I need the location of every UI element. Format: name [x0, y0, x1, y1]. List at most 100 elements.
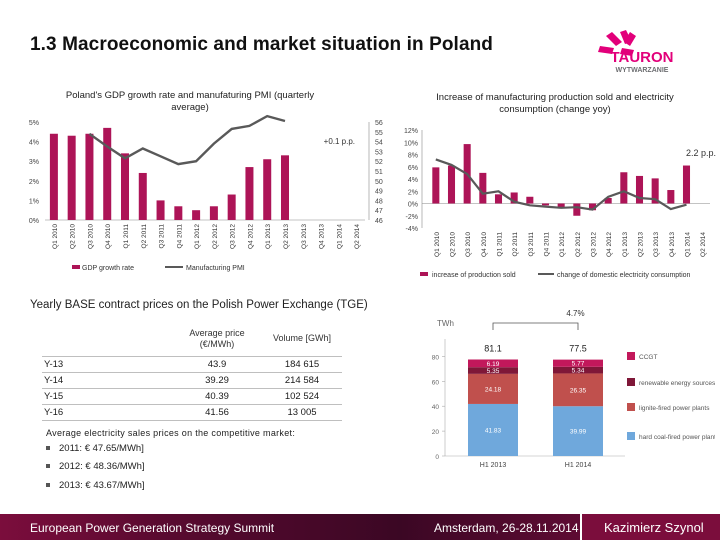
- tge-header-blank: [42, 322, 172, 356]
- x-tick-label: Q2 2013: [283, 224, 290, 249]
- mix-total-label: 81.1: [484, 343, 502, 353]
- tge-header-price: Average price (€/MWh): [189, 327, 245, 349]
- production-bar: [494, 194, 503, 204]
- production-bar: [573, 203, 581, 216]
- list-item: 2011: € 47.65/MWh]: [46, 443, 144, 454]
- gdp-bar: [156, 200, 165, 220]
- gdp-bar: [263, 159, 272, 220]
- footer-speaker: Kazimierz Szynol: [582, 514, 720, 540]
- x-tick-label: Q1 2013: [265, 224, 272, 249]
- tge-row-label: Y-14: [42, 371, 172, 388]
- tauron-logo: TAURON WYTWARZANIE: [598, 30, 674, 74]
- tge-row-label: Y-16: [42, 403, 172, 421]
- table-row: Y-14 39.29 214 584: [42, 371, 342, 388]
- x-tick-label: Q2 2010: [70, 224, 77, 249]
- production-bar: [682, 165, 691, 204]
- y-right-tick-label: 46: [375, 218, 383, 225]
- y-right-tick-label: 53: [375, 149, 383, 156]
- production-bar: [432, 167, 440, 204]
- bullet-icon: [46, 464, 50, 469]
- gdp-chart-title: Poland's GDP growth rate and manufaturin…: [65, 90, 315, 113]
- tge-section-title: Yearly BASE contract prices on the Polis…: [30, 299, 368, 311]
- gdp-pmi-chart: 0% 1% 2% 3% 4% 5% 46 47 48 49 50 51 52 53 54 55 56 Q1 201…: [29, 114, 383, 272]
- gdp-bar: [174, 206, 183, 220]
- gdp-bar: [121, 153, 129, 220]
- y-right-tick-label: 47: [375, 208, 383, 215]
- tge-row-volume: 13 005: [262, 403, 342, 421]
- y-tick-label: 10%: [404, 140, 418, 147]
- mix-segment: [553, 373, 603, 407]
- y-tick-label: 2%: [408, 189, 418, 196]
- tge-row-volume: 184 615: [262, 355, 342, 372]
- x-tick-label: Q1 2013: [622, 232, 629, 257]
- avg-price-text: 2012: € 48.36/MWh]: [59, 461, 145, 472]
- consumption-line: [435, 158, 687, 211]
- mix-legend-label: CCGT: [639, 354, 657, 361]
- x-tick-label: Q3 2012: [230, 224, 237, 249]
- x-tick-label: Q2 2012: [575, 232, 582, 257]
- legend-swatch-gdp: [72, 265, 80, 269]
- gdp-bar: [138, 172, 147, 220]
- mix-total-label: 77.5: [569, 344, 587, 354]
- y-left-tick-label: 5%: [29, 120, 39, 127]
- avg-price-text: 2013: € 43.67/MWh]: [59, 480, 145, 491]
- tauron-logo-mark: [598, 30, 636, 56]
- x-tick-label: Q1 2014: [336, 224, 343, 249]
- x-tick-label: Q4 2012: [606, 232, 613, 257]
- y-left-tick-label: 2%: [29, 179, 39, 186]
- mix-segment: [553, 359, 603, 367]
- mix-growth-label: 4.7%: [566, 309, 584, 318]
- tge-row-label: Y-13: [42, 355, 172, 372]
- tge-row-volume: 214 584: [262, 371, 342, 388]
- mix-segment: [468, 367, 518, 374]
- mix-segment-label: 6.19: [487, 361, 500, 368]
- y-left-tick-label: 0%: [29, 218, 39, 225]
- mix-y-tick-label: 0: [435, 454, 439, 461]
- x-tick-label: Q4 2012: [247, 224, 254, 249]
- mix-y-tick-label: 40: [432, 404, 440, 411]
- x-tick-label: Q3 2012: [591, 232, 598, 257]
- tge-row-price: 41.56: [172, 403, 262, 421]
- production-bar: [479, 172, 487, 204]
- mix-legend-swatch: [627, 432, 635, 440]
- tge-row-price: 40.39: [172, 387, 262, 404]
- x-tick-label: Q4 2011: [544, 232, 551, 257]
- gdp-bar: [245, 167, 254, 220]
- x-tick-label: Q3 2011: [159, 224, 166, 249]
- gdp-bar: [281, 155, 289, 220]
- x-tick-label: Q4 2013: [319, 224, 326, 249]
- gdp-bar: [103, 127, 112, 220]
- production-consumption-chart: -4% -2% 0% 2% 4% 6% 8% 10% 12% Q1 2010 Q2 2010 Q3 2…: [404, 128, 716, 279]
- avg-prices-title: Average electricity sales prices on the …: [46, 428, 296, 438]
- tauron-logo-sub: WYTWARZANIE: [616, 67, 669, 74]
- list-item: 2012: € 48.36/MWh]: [46, 461, 145, 472]
- pmi-line: [88, 114, 286, 166]
- x-tick-label: Q4 2011: [176, 224, 183, 249]
- legend-label-consumption: change of domestic electricity consumpti…: [557, 272, 691, 279]
- mix-segment: [468, 373, 518, 404]
- tge-row-volume: 102 524: [262, 387, 342, 404]
- production-bar: [541, 203, 550, 206]
- x-tick-label: Q1 2014: [685, 232, 692, 257]
- gdp-annotation: +0.1 p.p.: [324, 137, 355, 146]
- mix-segment: [553, 406, 603, 456]
- electricity-mix-chart: TWh 0 20 40 60 80 41.83 24.18 5.356.19 81.1 H1 201…: [432, 309, 715, 469]
- table-row: Y-15 40.39 102 524: [42, 387, 342, 404]
- mix-legend-swatch: [627, 403, 635, 411]
- tge-row-price: 39.29: [172, 371, 262, 388]
- y-right-tick-label: 51: [375, 169, 383, 176]
- y-tick-label: 12%: [404, 128, 418, 135]
- footer-location-date: Amsterdam, 26-28.11.2014: [400, 514, 580, 540]
- production-bar: [526, 196, 534, 204]
- mix-legend-swatch: [627, 378, 635, 386]
- production-bar: [604, 197, 612, 204]
- gdp-bar: [192, 210, 201, 220]
- production-bar: [620, 172, 628, 204]
- bullet-icon: [46, 446, 50, 451]
- mix-segment-label: 26.35: [570, 387, 587, 394]
- x-tick-label: Q3 2010: [87, 224, 94, 249]
- mix-y-tick-label: 20: [432, 429, 440, 436]
- legend-label-pmi: Manufacturing PMI: [186, 265, 245, 272]
- production-bar: [635, 175, 644, 204]
- bullet-icon: [46, 483, 50, 488]
